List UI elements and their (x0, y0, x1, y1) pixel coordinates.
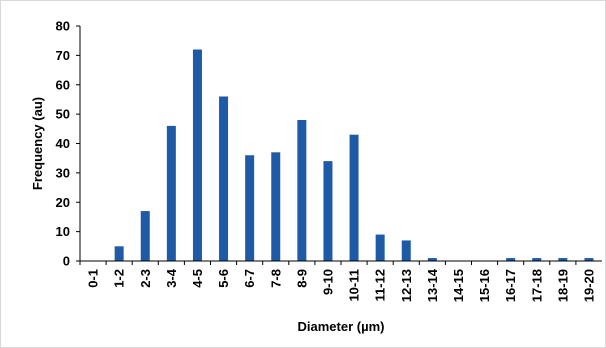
x-tick-label: 6-7 (242, 269, 257, 288)
bar-16-17 (506, 258, 516, 261)
bar-4-5 (192, 49, 202, 261)
y-tick-label: 60 (56, 77, 70, 92)
x-tick-label: 1-2 (112, 269, 127, 288)
bar-10-11 (349, 134, 359, 261)
y-tick-label: 50 (56, 107, 70, 122)
bar-13-14 (427, 258, 437, 261)
bar-9-10 (323, 161, 333, 261)
x-tick-label: 17-18 (529, 269, 544, 302)
bar-18-19 (558, 258, 568, 261)
x-tick-label: 3-4 (164, 268, 179, 288)
bar-17-18 (532, 258, 542, 261)
y-axis-ticks: 0 10 20 30 40 50 60 70 80 (56, 19, 80, 269)
x-tick-label: 12-13 (399, 269, 414, 302)
x-tick-label: 7-8 (268, 269, 283, 288)
y-tick-label: 10 (56, 224, 70, 239)
bar-7-8 (271, 152, 281, 261)
x-tick-label: 13-14 (425, 268, 440, 302)
bar-2-3 (140, 211, 150, 261)
bar-6-7 (245, 155, 255, 261)
x-tick-label: 5-6 (216, 269, 231, 288)
x-tick-label: 0-1 (86, 269, 101, 288)
x-tick-label: 2-3 (138, 269, 153, 288)
bar-11-12 (375, 234, 385, 261)
bar-5-6 (219, 96, 229, 261)
x-tick-label: 16-17 (503, 269, 518, 302)
y-tick-label: 40 (56, 136, 70, 151)
x-tick-label: 4-5 (190, 269, 205, 288)
x-tick-label: 9-10 (320, 269, 335, 295)
bar-8-9 (297, 120, 307, 261)
x-tick-label: 8-9 (294, 269, 309, 288)
bar-3-4 (166, 125, 176, 261)
x-axis-title: Diameter (µm) (298, 319, 385, 334)
y-tick-label: 30 (56, 165, 70, 180)
x-tick-label: 11-12 (373, 269, 388, 302)
bars (114, 49, 594, 261)
x-tick-label: 18-19 (555, 269, 570, 302)
y-tick-label: 20 (56, 195, 70, 210)
y-tick-label: 0 (63, 254, 70, 269)
x-tick-label: 15-16 (477, 269, 492, 302)
x-axis-ticks: 0-1 1-2 2-3 3-4 4-5 5-6 6-7 7-8 8-9 9-10 10-11 11-1… (79, 261, 596, 302)
y-tick-label: 70 (56, 48, 70, 63)
x-tick-label: 19-20 (581, 269, 596, 302)
x-tick-label: 14-15 (451, 269, 466, 302)
bar-1-2 (114, 246, 124, 261)
y-axis-title: Frequency (au) (30, 97, 45, 190)
bar-19-20 (584, 258, 594, 261)
x-tick-label: 10-11 (347, 269, 362, 302)
bar-12-13 (401, 240, 411, 261)
y-tick-label: 80 (56, 19, 70, 34)
